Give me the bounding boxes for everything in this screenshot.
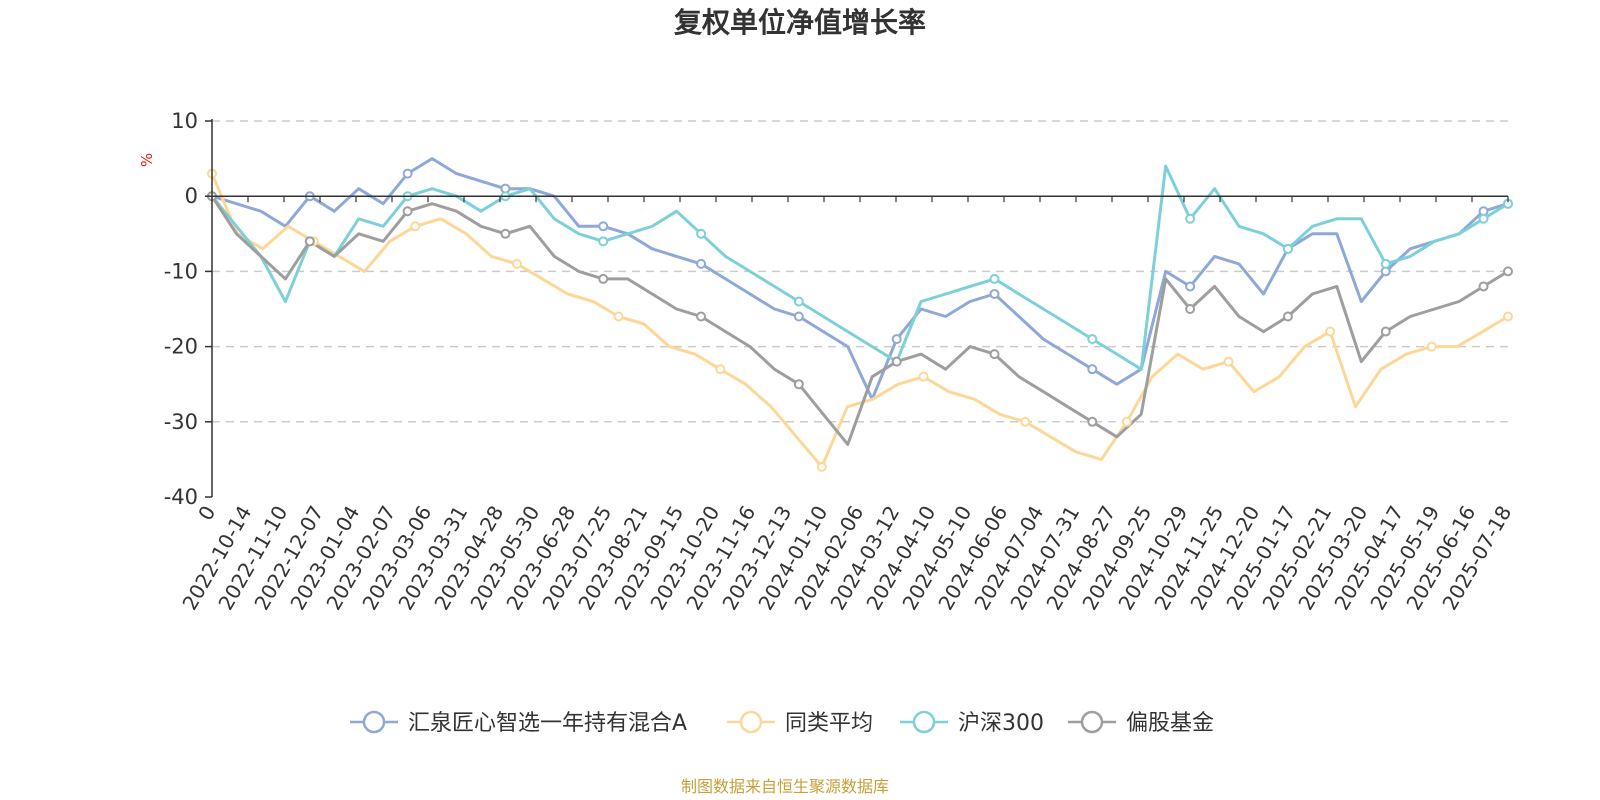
series-1-point-48 xyxy=(1426,341,1437,352)
series-0-point-32 xyxy=(989,288,1000,299)
series-0-point-8 xyxy=(402,168,413,179)
series-3-point-28 xyxy=(891,356,902,367)
source-note: 制图数据来自恒生聚源数据库 xyxy=(681,777,889,796)
series-3-point-36 xyxy=(1087,416,1098,427)
series-1-point-20 xyxy=(715,364,726,375)
series-line-1 xyxy=(210,173,1509,469)
y-axis-ticks: 10 0 -10 -20 -30 -40 xyxy=(164,109,212,509)
series-1-point-44 xyxy=(1325,326,1336,337)
series-1-point-36 xyxy=(1121,416,1132,427)
series-3-point-16 xyxy=(598,273,609,284)
series-2-point-16 xyxy=(598,236,609,247)
series-1-point-16 xyxy=(613,311,624,322)
legend-label-3: 偏股基金 xyxy=(1126,711,1214,736)
series-1-point-28 xyxy=(918,371,929,382)
x-axis-ticks: 02022-10-142022-11-102022-12-072023-01-0… xyxy=(177,196,1516,614)
legend-marker-2 xyxy=(912,710,936,734)
series-3-point-20 xyxy=(696,311,707,322)
series-1-point-40 xyxy=(1223,356,1234,367)
series-3-point-53 xyxy=(1503,266,1513,277)
series-0-point-24 xyxy=(793,311,804,322)
y-tick-label-5: -40 xyxy=(164,485,198,509)
legend-label-2: 沪深300 xyxy=(958,711,1044,736)
grid-lines xyxy=(212,120,1508,423)
x-tick-label-0: 0 xyxy=(193,502,220,525)
series-1-point-51 xyxy=(1503,311,1513,322)
y-tick-label-4: -30 xyxy=(164,410,198,434)
legend: 汇泉匠心智选一年持有混合A 同类平均 沪深300 偏股基金 xyxy=(350,710,1214,736)
series-3-point-44 xyxy=(1282,311,1293,322)
series-group xyxy=(210,157,1509,469)
y-tick-label-3: -20 xyxy=(164,335,198,359)
legend-label-1: 同类平均 xyxy=(785,711,873,736)
series-3-point-24 xyxy=(793,379,804,390)
series-3-point-8 xyxy=(402,206,413,217)
series-3-point-52 xyxy=(1478,281,1489,292)
series-line-2 xyxy=(210,164,1509,371)
series-markers xyxy=(207,168,1513,472)
series-2-point-52 xyxy=(1478,213,1489,224)
series-0-point-40 xyxy=(1185,281,1196,292)
series-3-point-4 xyxy=(304,236,315,247)
series-1-point-24 xyxy=(816,461,827,472)
legend-marker-3 xyxy=(1080,710,1104,734)
chart-title: 复权单位净值增长率 xyxy=(674,6,926,39)
series-line-3 xyxy=(210,195,1509,446)
series-2-point-48 xyxy=(1380,258,1391,269)
series-2-point-24 xyxy=(793,296,804,307)
series-1-point-8 xyxy=(410,221,421,232)
series-0-point-20 xyxy=(696,258,707,269)
legend-marker-1 xyxy=(739,710,763,734)
y-tick-label-0: 10 xyxy=(171,109,198,133)
series-0-point-36 xyxy=(1087,364,1098,375)
series-1-point-32 xyxy=(1020,416,1031,427)
y-axis-label: % xyxy=(138,153,156,167)
y-tick-label-2: -10 xyxy=(164,259,198,283)
series-0-point-16 xyxy=(598,221,609,232)
series-2-point-20 xyxy=(696,228,707,239)
series-0-point-28 xyxy=(891,334,902,345)
series-3-point-32 xyxy=(989,349,1000,360)
series-3-point-40 xyxy=(1185,304,1196,314)
series-2-point-44 xyxy=(1282,243,1293,254)
legend-marker-0 xyxy=(362,710,386,734)
series-3-point-12 xyxy=(500,228,511,239)
series-2-point-36 xyxy=(1087,334,1098,345)
series-2-point-40 xyxy=(1185,213,1196,224)
legend-label-0: 汇泉匠心智选一年持有混合A xyxy=(408,711,687,736)
series-3-point-48 xyxy=(1380,326,1391,337)
y-tick-label-1: 0 xyxy=(185,184,198,208)
series-2-point-32 xyxy=(989,273,1000,284)
series-1-point-12 xyxy=(511,258,522,269)
